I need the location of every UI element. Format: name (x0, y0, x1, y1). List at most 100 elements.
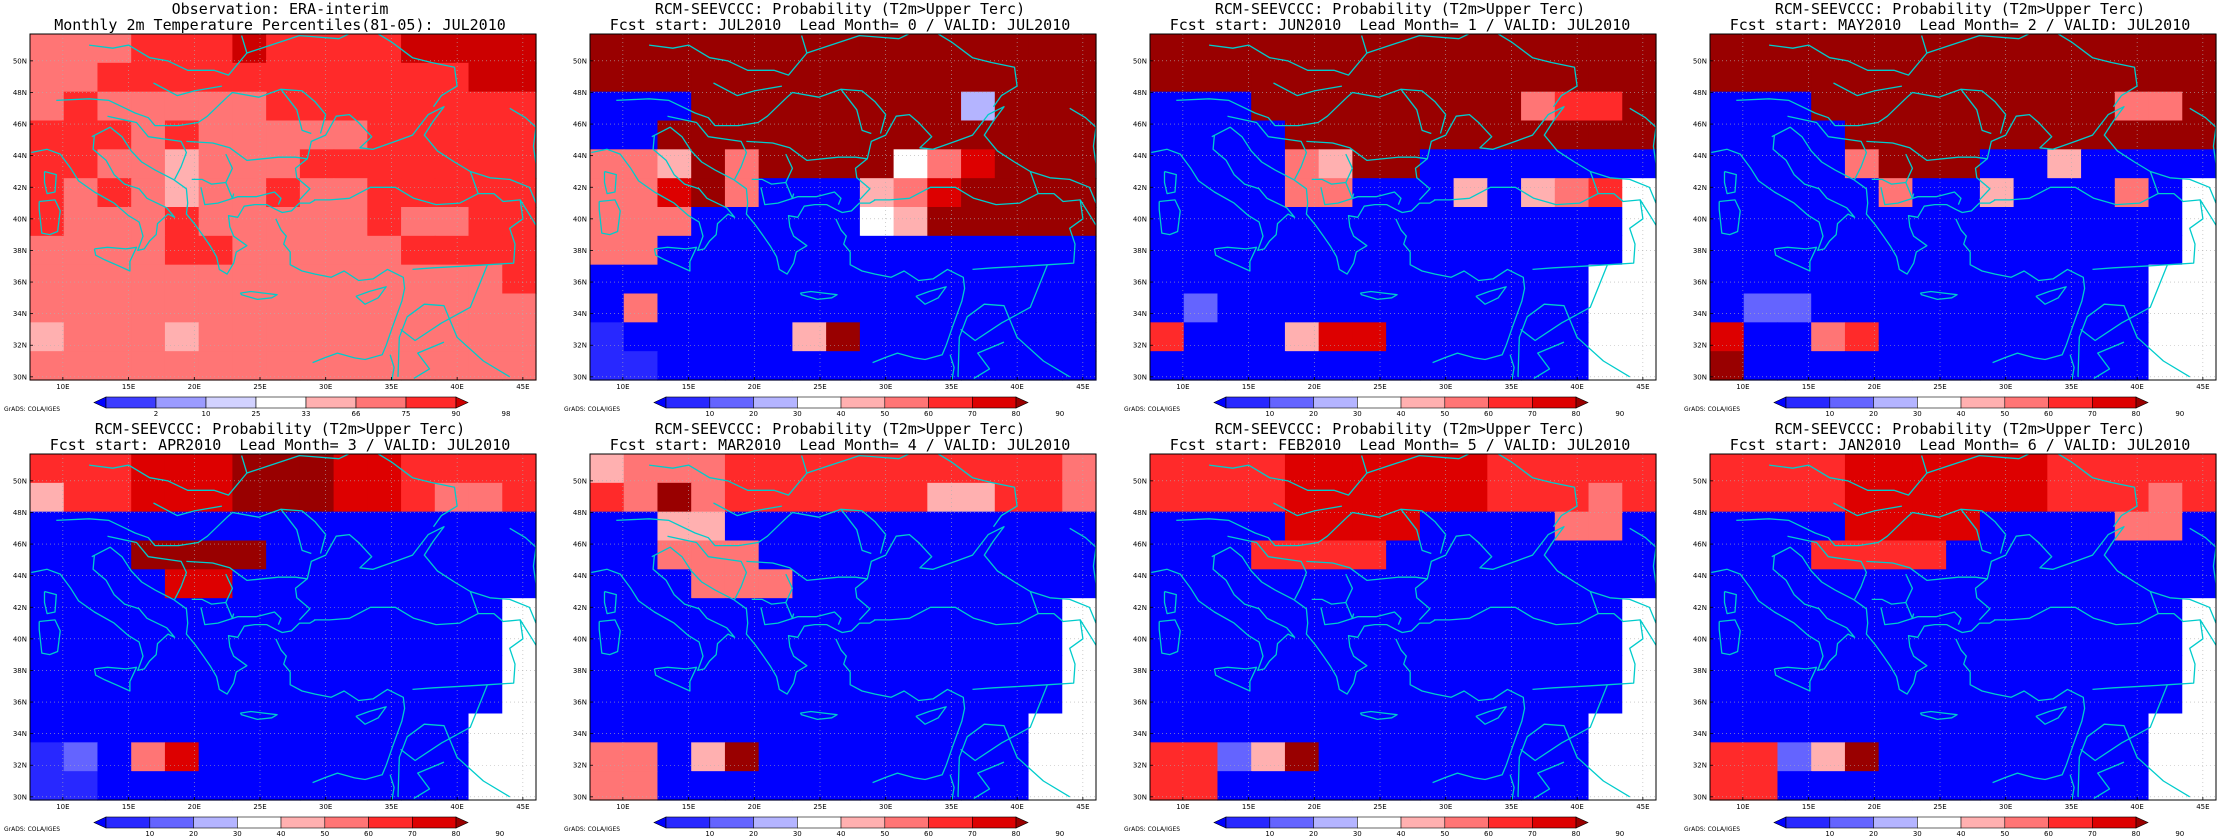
colorbar-label: 30 (793, 410, 802, 418)
lat-label: 40N (573, 215, 587, 223)
grid-cell (1352, 178, 1387, 208)
grid-cell (1588, 627, 1623, 657)
grid-cell (1777, 742, 1812, 772)
grid-cell (1028, 207, 1063, 237)
colorbar-swatch (665, 396, 711, 409)
colorbar-swatch (2091, 816, 2137, 829)
credit-text: GrADS: COLA/IGES (564, 826, 621, 833)
panel-title: RCM-SEEVCCC: Probability (T2m>Upper Terc… (1214, 420, 1586, 438)
grid-cell (2013, 771, 2048, 801)
coastline (751, 153, 794, 185)
coastline (107, 535, 188, 600)
grid-cell (232, 322, 267, 352)
grid-cell (2114, 207, 2150, 237)
grid-cell (758, 540, 793, 570)
grid-cell (1318, 454, 1353, 484)
grid-cell (367, 511, 402, 542)
grid-cell (1878, 34, 1913, 64)
grid-cell (1318, 569, 1353, 599)
grid-cell (30, 540, 65, 570)
grid-cell (1419, 482, 1455, 513)
grid-cell (724, 322, 760, 352)
grid-cell (994, 713, 1030, 743)
coastline (1213, 666, 1258, 692)
coastline (43, 590, 57, 615)
coastline (246, 454, 458, 528)
lon-label: 15E (682, 803, 695, 811)
grid-cell (623, 511, 659, 542)
grid-cell (1554, 207, 1590, 237)
grid-cell (792, 482, 827, 513)
grid-cell (2114, 771, 2150, 801)
grid-cell (502, 684, 537, 715)
grid-cell (1419, 569, 1455, 599)
coastline (2035, 286, 2067, 305)
grid-cell (63, 322, 99, 352)
coastline (2199, 619, 2216, 647)
grid-cell (1878, 454, 1913, 484)
lat-label: 40N (1693, 635, 1707, 643)
grid-cell (859, 742, 895, 772)
grid-cell (927, 598, 962, 628)
colorbar-swatch (1269, 396, 1314, 409)
colorbar-swatch (1225, 396, 1271, 409)
grid-cell (1777, 322, 1812, 352)
coastline (1769, 455, 1928, 496)
grid-cell (623, 149, 659, 179)
grid-cell (1554, 34, 1590, 64)
map-panel: RCM-SEEVCCC: Probability (T2m>Upper Terc… (1680, 0, 2240, 420)
colorbar: 10 20 30 40 50 60 70 80 90 (653, 396, 1064, 418)
grid-cell (590, 62, 625, 93)
colorbar-swatch (1400, 816, 1446, 829)
colorbar-swatch (2135, 816, 2149, 829)
grid-cell (657, 569, 692, 599)
grid-cell (1554, 322, 1590, 352)
grid-cell (1710, 713, 1745, 743)
grid-cell (1419, 293, 1455, 323)
lon-label: 15E (122, 803, 135, 811)
lon-label: 40E (450, 803, 463, 811)
lon-label: 10E (616, 803, 629, 811)
grid-cell (1554, 293, 1590, 323)
grid-cell (2148, 540, 2183, 570)
coastline (915, 286, 947, 305)
grid-cell (1150, 655, 1185, 686)
grid-cell (1710, 293, 1745, 323)
grid-cell (232, 351, 267, 381)
grid-cell (2182, 120, 2217, 150)
grid-cell (266, 91, 301, 122)
grid-cell (1487, 351, 1522, 381)
grid-cell (2148, 742, 2183, 772)
grid-cell (927, 454, 962, 484)
colorbar-label: 60 (924, 830, 933, 838)
grid-cell (2013, 713, 2048, 743)
grid-cell (1743, 322, 1779, 352)
grid-cell (1062, 540, 1097, 570)
lat-label: 50N (1133, 477, 1147, 485)
grid-cell (367, 91, 402, 122)
lat-label: 44N (1133, 152, 1147, 160)
map-frame (29, 453, 537, 801)
coastline (1771, 546, 1996, 695)
colorbar-swatch (455, 816, 469, 829)
grid-cell (1710, 322, 1745, 352)
lat-label: 38N (13, 247, 27, 255)
grid-cell (2114, 569, 2150, 599)
grid-cell (1352, 120, 1387, 150)
grid-cell (2114, 742, 2150, 772)
grid-cell (961, 207, 996, 237)
grid-cell (1979, 293, 2015, 323)
grid-cell (1217, 454, 1252, 484)
grid-cell (1183, 482, 1219, 513)
coastline (31, 135, 176, 252)
grid-cell (1588, 351, 1623, 381)
grid-cell (1811, 62, 1846, 93)
grid-cell (1352, 62, 1387, 93)
grid-cell (2013, 598, 2048, 628)
grid-cell (1743, 293, 1779, 323)
grid-cell (1622, 454, 1657, 484)
grid-cell (198, 207, 233, 237)
grid-cell (1844, 178, 1880, 208)
grid-cell (299, 149, 335, 179)
grid-cell (1419, 511, 1455, 542)
